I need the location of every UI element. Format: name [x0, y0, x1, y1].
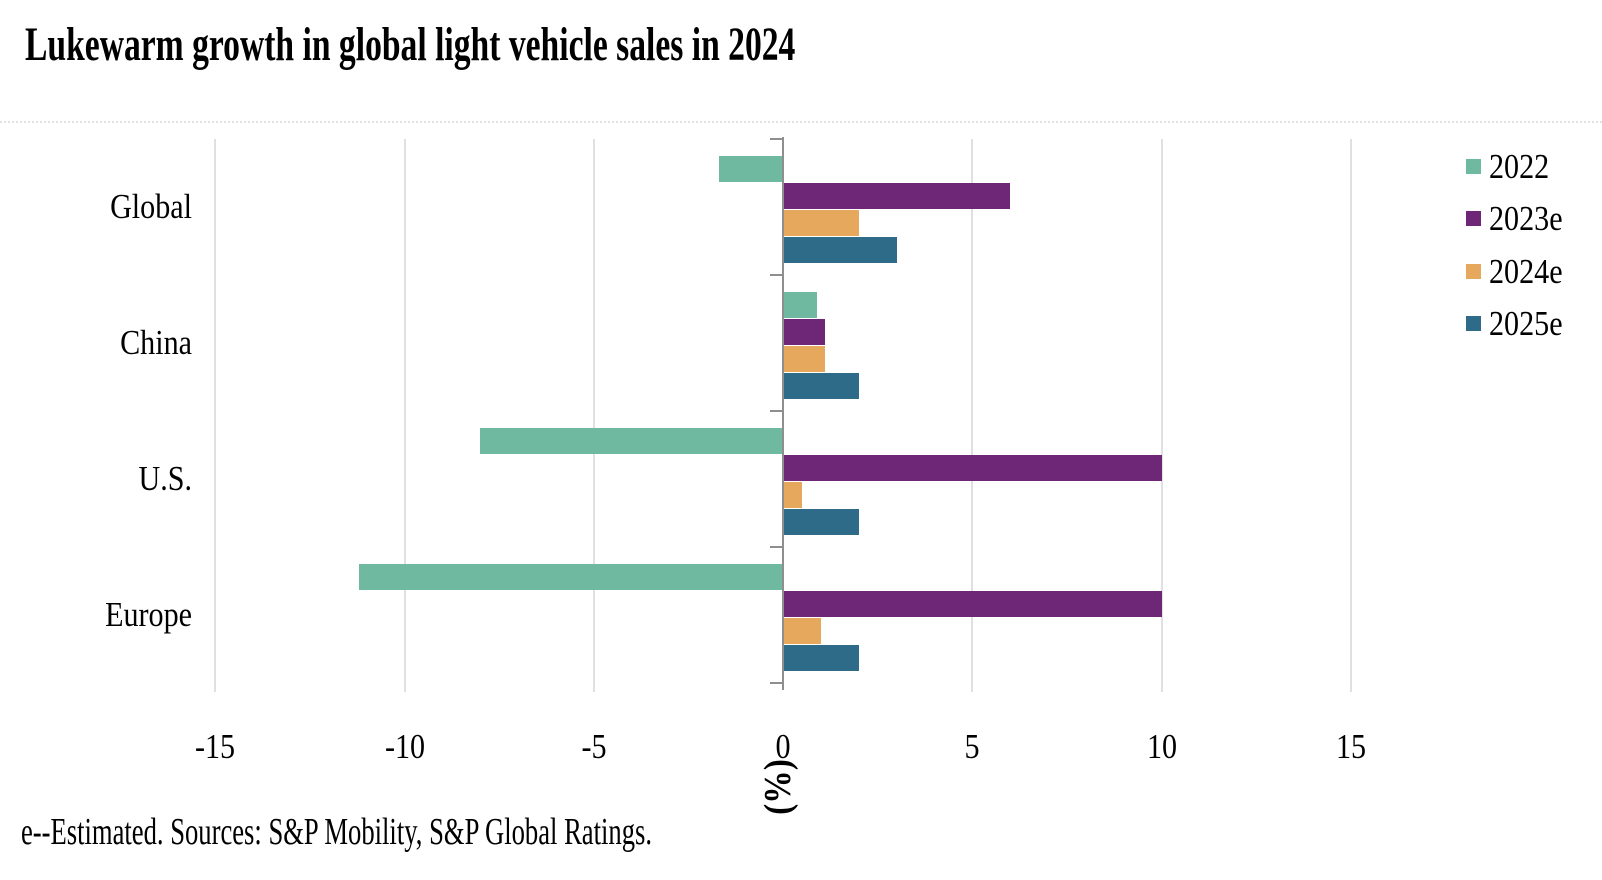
- bar-us-2024e: [783, 482, 802, 508]
- legend-swatch-2022: [1466, 159, 1481, 174]
- bar-global-2022: [718, 156, 783, 182]
- bar-us-2022: [480, 428, 783, 454]
- footnote: e--Estimated. Sources: S&P Mobility, S&P…: [21, 811, 653, 853]
- legend-item-2025e: 2025e: [1466, 303, 1575, 343]
- axis-category-tick: [770, 410, 782, 412]
- x-tick-label-15: 15: [1335, 727, 1366, 766]
- x-axis-label: (%): [757, 759, 799, 815]
- legend-item-2023e: 2023e: [1466, 199, 1575, 239]
- bar-europe-2024e: [783, 618, 821, 644]
- legend-swatch-2025e: [1466, 315, 1481, 331]
- category-label-europe: Europe: [105, 595, 192, 634]
- bar-china-2024e: [783, 346, 825, 372]
- legend-label-2025e: 2025e: [1489, 303, 1563, 343]
- x-tick-label-10: 10: [1146, 727, 1177, 766]
- axis-category-tick: [770, 138, 782, 140]
- gridline--10: [403, 139, 406, 692]
- x-tick-label-0: 0: [775, 727, 791, 766]
- bar-global-2023e: [783, 183, 1011, 209]
- legend-item-2022: 2022: [1466, 147, 1559, 186]
- bar-europe-2025e: [783, 645, 859, 671]
- bar-us-2025e: [783, 509, 859, 535]
- bar-china-2025e: [783, 373, 859, 399]
- zero-axis-line: [782, 137, 784, 690]
- bar-china-2022: [783, 292, 818, 318]
- bar-china-2023e: [783, 319, 825, 345]
- category-label-us: U.S.: [138, 459, 192, 498]
- gridline-15: [1349, 139, 1352, 692]
- gridline-10: [1160, 139, 1163, 692]
- bar-global-2024e: [783, 210, 859, 236]
- bar-europe-2022: [359, 564, 783, 590]
- legend-label-2023e: 2023e: [1489, 199, 1563, 239]
- x-tick-label--5: -5: [581, 727, 607, 766]
- gridline-5: [971, 139, 974, 692]
- bar-europe-2023e: [783, 591, 1162, 617]
- axis-category-tick: [770, 682, 782, 684]
- bar-us-2023e: [783, 455, 1162, 481]
- x-tick-label--15: -15: [195, 727, 236, 766]
- chart-title: Lukewarm growth in global light vehicle …: [25, 18, 796, 71]
- gridline--15: [214, 139, 217, 692]
- x-tick-label--10: -10: [384, 727, 425, 766]
- legend-label-2024e: 2024e: [1489, 251, 1563, 291]
- bar-global-2025e: [783, 237, 897, 263]
- axis-category-tick: [770, 546, 782, 548]
- legend-swatch-2024e: [1466, 263, 1481, 279]
- axis-category-tick: [770, 274, 782, 276]
- x-tick-label-5: 5: [964, 727, 980, 766]
- category-label-global: Global: [110, 187, 192, 226]
- legend-swatch-2023e: [1466, 211, 1481, 227]
- top-divider-line: [0, 121, 1602, 123]
- legend-label-2022: 2022: [1489, 147, 1550, 186]
- legend-item-2024e: 2024e: [1466, 251, 1575, 291]
- category-label-china: China: [120, 323, 192, 362]
- gridline--5: [592, 139, 595, 692]
